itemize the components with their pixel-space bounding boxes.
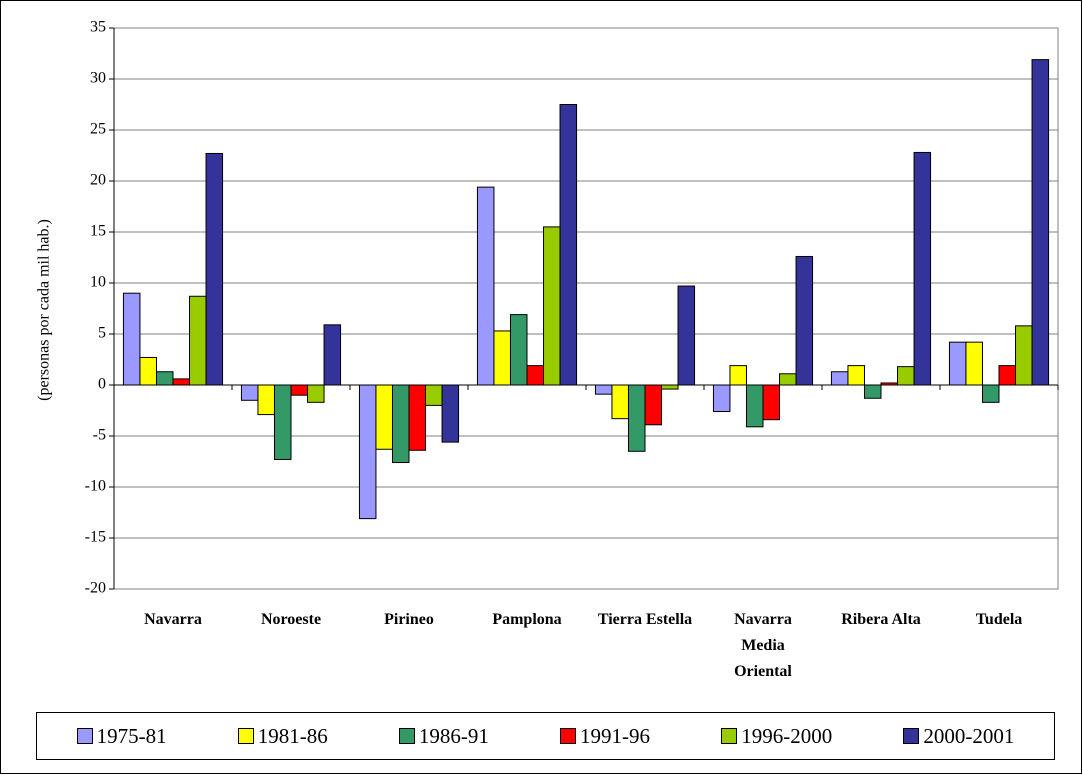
bar	[240, 384, 259, 401]
bar	[543, 226, 561, 386]
bar	[661, 384, 679, 390]
legend-label: 1986-91	[418, 723, 489, 748]
bar	[644, 384, 663, 426]
bar	[863, 384, 882, 399]
plot-area	[114, 28, 1058, 589]
bar	[358, 384, 377, 520]
bar	[122, 292, 141, 386]
legend-label: 1996-2000	[741, 723, 833, 748]
y-tick-label: -5	[93, 427, 106, 444]
legend: 1975-81 1981-86 1986-91 1991-96 1996-2000 200…	[36, 712, 1055, 760]
legend-item: 1981-86	[237, 723, 328, 749]
bar	[1031, 59, 1050, 386]
bar	[965, 341, 983, 386]
bar	[441, 384, 460, 443]
legend-swatch	[903, 728, 920, 744]
legend-label: 1981-86	[257, 723, 328, 748]
y-tick-label: 25	[90, 121, 106, 138]
x-tick-label: Pamplona	[492, 611, 562, 628]
x-tick-label: Ribera Alta	[841, 611, 921, 628]
bar	[611, 384, 629, 420]
y-tick-label: 15	[90, 223, 106, 240]
y-tick-label: 30	[90, 70, 106, 87]
bar	[139, 356, 157, 386]
bar	[897, 366, 915, 386]
bar	[375, 384, 393, 450]
bar	[290, 384, 309, 396]
y-tick-label: -10	[85, 478, 106, 495]
legend-swatch	[398, 728, 415, 744]
bar	[205, 152, 224, 386]
bar	[627, 384, 646, 452]
y-tick-label: -20	[85, 580, 106, 597]
y-tick-label: 35	[90, 19, 106, 36]
y-tick-label: 0	[98, 376, 106, 393]
bar	[830, 371, 849, 386]
bar	[712, 384, 731, 413]
bar	[981, 384, 1000, 403]
x-tick-label: Pirineo	[384, 611, 434, 628]
bar	[729, 365, 747, 386]
bar	[425, 384, 443, 406]
x-tick-label: Navarra	[144, 611, 202, 628]
y-axis-label: (personas por cada mil hab.)	[36, 219, 53, 401]
x-tick-label: Navarra Media Oriental	[734, 611, 792, 680]
bar	[493, 330, 511, 386]
bar	[476, 186, 495, 386]
bar	[913, 151, 932, 386]
bar	[779, 373, 797, 386]
legend-swatch	[237, 728, 254, 744]
bar	[526, 365, 545, 386]
y-tick-label: 5	[98, 325, 106, 342]
legend-swatch	[560, 728, 577, 744]
bar	[795, 255, 814, 386]
x-tick-label: Noroeste	[260, 611, 322, 628]
y-tick-label: 20	[90, 172, 106, 189]
bar	[408, 384, 427, 451]
legend-swatch	[76, 728, 93, 744]
bar	[307, 384, 325, 403]
bar	[172, 378, 191, 386]
legend-swatch	[721, 728, 738, 744]
bar	[155, 371, 174, 386]
bar	[509, 314, 528, 386]
bar	[273, 384, 292, 460]
legend-label: 2000-2001	[923, 723, 1015, 748]
legend-item: 1996-2000	[721, 724, 832, 749]
y-tick-label: 10	[90, 274, 106, 291]
bar	[677, 285, 696, 386]
legend-item: 1975-81	[76, 723, 167, 749]
bar	[189, 295, 207, 386]
y-tick-label: -15	[85, 529, 106, 546]
legend-item: 1986-91	[398, 723, 489, 749]
bar	[257, 384, 275, 416]
bar	[998, 365, 1017, 386]
x-tick-label: Tudela	[975, 611, 1023, 628]
bar	[762, 384, 781, 421]
bar	[847, 365, 865, 386]
bar	[323, 324, 342, 386]
bar	[391, 384, 410, 464]
bar	[948, 341, 967, 386]
bar	[1015, 325, 1033, 386]
bar	[745, 384, 764, 428]
bar	[559, 104, 578, 386]
legend-label: 1991-96	[580, 723, 651, 748]
bar	[594, 384, 613, 395]
x-tick-label: Tierra Estella	[597, 611, 693, 628]
legend-item: 2000-2001	[903, 724, 1014, 749]
legend-label: 1975-81	[96, 723, 167, 748]
legend-item: 1991-96	[560, 724, 650, 749]
